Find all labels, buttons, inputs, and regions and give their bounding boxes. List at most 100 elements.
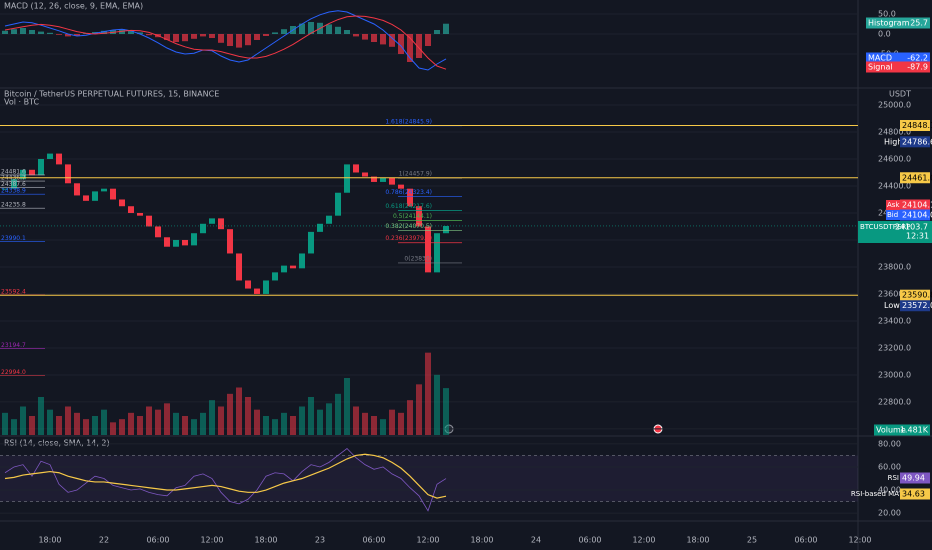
quote-name: Bid — [887, 211, 898, 219]
candle — [29, 169, 35, 176]
volume-bar — [110, 422, 116, 435]
candle — [353, 164, 359, 173]
countdown: 12:31 — [906, 232, 929, 241]
legend-name: RSI — [888, 474, 899, 482]
fib-label: 0(23830) — [404, 255, 432, 262]
fib-label: 0.382(24070.5) — [385, 223, 432, 230]
x-tick-label: 23 — [315, 536, 325, 545]
x-tick-label: 06:00 — [362, 536, 385, 545]
histogram-bar — [362, 34, 368, 40]
histogram-bar — [128, 30, 134, 34]
histogram-bar — [380, 34, 386, 45]
volume-bar — [335, 393, 341, 435]
candle — [371, 176, 377, 182]
y-tick-label: 24600.0 — [878, 154, 911, 163]
candle — [191, 233, 197, 246]
candle — [281, 265, 287, 273]
y-tick-label: 23800.0 — [878, 262, 911, 271]
histogram-bar — [101, 30, 107, 34]
candle — [398, 184, 404, 189]
x-tick-label: 22 — [99, 536, 109, 545]
volume-bar — [362, 412, 368, 435]
y-tick-label: 0.0 — [878, 30, 891, 39]
left-level-label: 24481.6 — [1, 168, 26, 175]
candle — [380, 177, 386, 182]
candle — [227, 229, 233, 254]
legend-name: MACD — [868, 54, 892, 63]
candle — [74, 183, 80, 196]
histogram-bar — [38, 31, 44, 34]
candle — [146, 215, 152, 227]
volume-name: Volume — [876, 426, 906, 435]
candle — [38, 158, 44, 176]
left-level-label: 24338.9 — [1, 188, 26, 195]
quote-value-text: 24104.0 — [902, 211, 932, 220]
candle — [443, 225, 449, 234]
unit-label: USDT — [889, 90, 911, 99]
histogram-bar — [299, 23, 305, 34]
left-level-label: 23194.7 — [1, 342, 26, 349]
candle — [83, 195, 89, 201]
macd-title: MACD (12, 26, close, 9, EMA, EMA) — [4, 2, 143, 11]
high-name-box — [882, 136, 900, 148]
candle — [11, 179, 17, 189]
level-label-text: 23590.8 — [902, 291, 932, 300]
y-tick-label: 60.00 — [878, 462, 901, 471]
fib-label: 1(24457.9) — [399, 171, 432, 178]
histogram-bar — [281, 29, 287, 34]
last-price-box — [858, 221, 932, 243]
legend-value: 49.94 — [902, 474, 925, 483]
left-level-label: 23592.4 — [1, 288, 26, 295]
legend-box — [866, 52, 930, 64]
volume-bar — [56, 416, 62, 435]
candle — [56, 153, 62, 165]
histogram-bar — [308, 22, 314, 34]
last-name: BTCUSDTPERP — [860, 223, 911, 231]
candle — [335, 192, 341, 216]
volume-bar — [218, 406, 224, 435]
candle — [425, 226, 431, 273]
histogram-bar — [74, 34, 80, 36]
x-tick-label: 18:00 — [686, 536, 709, 545]
volume-bar — [245, 397, 251, 435]
volume-bar — [164, 403, 170, 435]
low-value-text: 23572.0 — [902, 301, 932, 310]
histogram-bar — [218, 34, 224, 43]
y-tick-label: 40.00 — [878, 486, 901, 495]
candle — [173, 239, 179, 247]
low-name: Low — [884, 301, 900, 310]
x-tick-label: 12:00 — [200, 536, 223, 545]
volume-bar — [281, 412, 287, 435]
fib-label: 0.618(24217.6) — [385, 203, 432, 210]
volume-bar — [344, 378, 350, 435]
histogram-bar — [326, 24, 332, 34]
legend-name: Histogram — [868, 19, 910, 28]
legend-value: 25.7 — [910, 19, 928, 28]
candle — [407, 188, 413, 207]
histogram-bar — [146, 34, 152, 36]
volume-bar — [272, 419, 278, 435]
quote-name-box — [886, 200, 900, 210]
histogram-bar — [272, 32, 278, 34]
legend-name: Signal — [868, 63, 893, 72]
candle — [416, 206, 422, 227]
volume-bar — [128, 412, 134, 435]
candle — [65, 164, 71, 184]
volume-bar — [83, 419, 89, 435]
quote-value-text: 24104.1 — [902, 201, 932, 210]
volume-bar — [20, 406, 26, 435]
volume-bar — [425, 352, 431, 435]
volume-bar — [407, 400, 413, 435]
fib-label: 0.786(24323.4) — [385, 189, 432, 196]
histogram-bar — [389, 34, 395, 47]
volume-bar — [299, 406, 305, 435]
level-label-box — [900, 289, 930, 301]
legend-name: RSI-based MA — [851, 490, 899, 498]
left-level-label: 23990.1 — [1, 235, 26, 242]
y-tick-label: 23600.0 — [878, 289, 911, 298]
volume-bar — [200, 412, 206, 435]
symbol-title: Bitcoin / TetherUS PERPETUAL FUTURES, 15… — [4, 90, 219, 99]
volume-bar — [29, 416, 35, 435]
volume-bar — [11, 419, 17, 435]
y-tick-label: 24800.0 — [878, 127, 911, 136]
